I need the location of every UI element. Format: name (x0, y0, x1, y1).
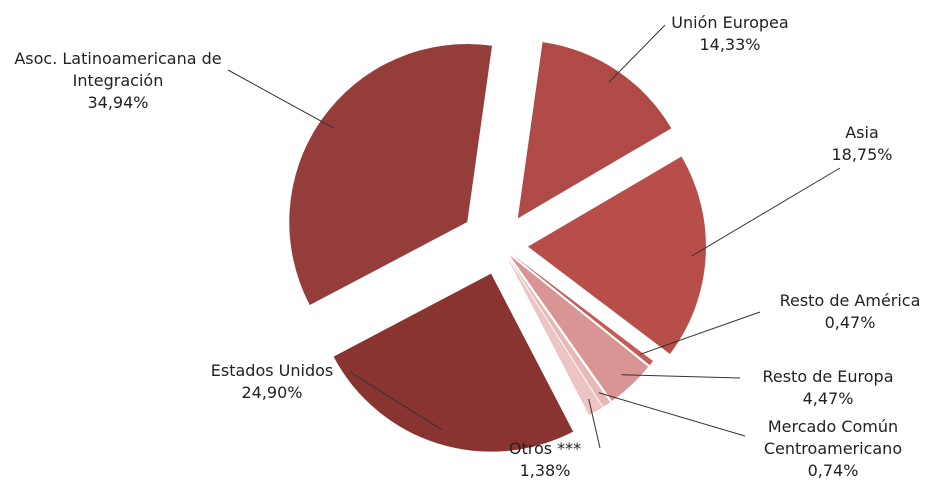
pie-slice (289, 44, 493, 306)
leader-line (691, 167, 841, 257)
slice-label: Unión Europea 14,33% (645, 12, 815, 56)
slice-name: Resto de Europa (762, 367, 894, 386)
leader-line (598, 392, 746, 437)
slice-label: Estados Unidos 24,90% (182, 360, 362, 404)
pie-slice (517, 42, 672, 219)
pie-slice (511, 253, 653, 366)
slice-value: 0,47% (824, 313, 876, 332)
slice-label: Mercado Común Centroamericano 0,74% (748, 416, 918, 482)
leader-line (588, 398, 601, 449)
slice-name: Resto de América (779, 291, 921, 310)
leader-line (639, 311, 761, 355)
slice-name: Otros *** (508, 439, 582, 458)
slice-value: 1,38% (519, 461, 571, 480)
slice-value: 0,74% (807, 461, 859, 480)
slice-label: Resto de Europa 4,47% (728, 366, 928, 410)
leader-line (621, 374, 741, 379)
slice-name: Asia (845, 123, 879, 142)
slice-name: Estados Unidos (210, 361, 334, 380)
slice-label: Resto de América 0,47% (750, 290, 932, 334)
pie-slice (333, 273, 574, 452)
slice-value: 4,47% (802, 389, 854, 408)
slice-value: 34,94% (87, 93, 149, 112)
slice-name: Asoc. Latinoamericana de Integración (14, 49, 222, 90)
pie-slice (509, 255, 649, 401)
slice-name: Unión Europea (671, 13, 789, 32)
slice-label: Otros *** 1,38% (485, 438, 605, 482)
slice-label: Asia 18,75% (812, 122, 912, 166)
slice-value: 18,75% (831, 145, 893, 164)
leader-line (227, 69, 334, 129)
slice-name: Mercado Común Centroamericano (763, 417, 903, 458)
slice-value: 14,33% (699, 35, 761, 54)
slice-label: Asoc. Latinoamericana de Integración 34,9… (8, 48, 228, 114)
slice-value: 24,90% (241, 383, 303, 402)
leader-line (349, 371, 443, 431)
leader-line (608, 24, 666, 83)
pie-slice (506, 257, 603, 416)
pie-slice (527, 156, 706, 355)
pie-slice (507, 256, 611, 407)
